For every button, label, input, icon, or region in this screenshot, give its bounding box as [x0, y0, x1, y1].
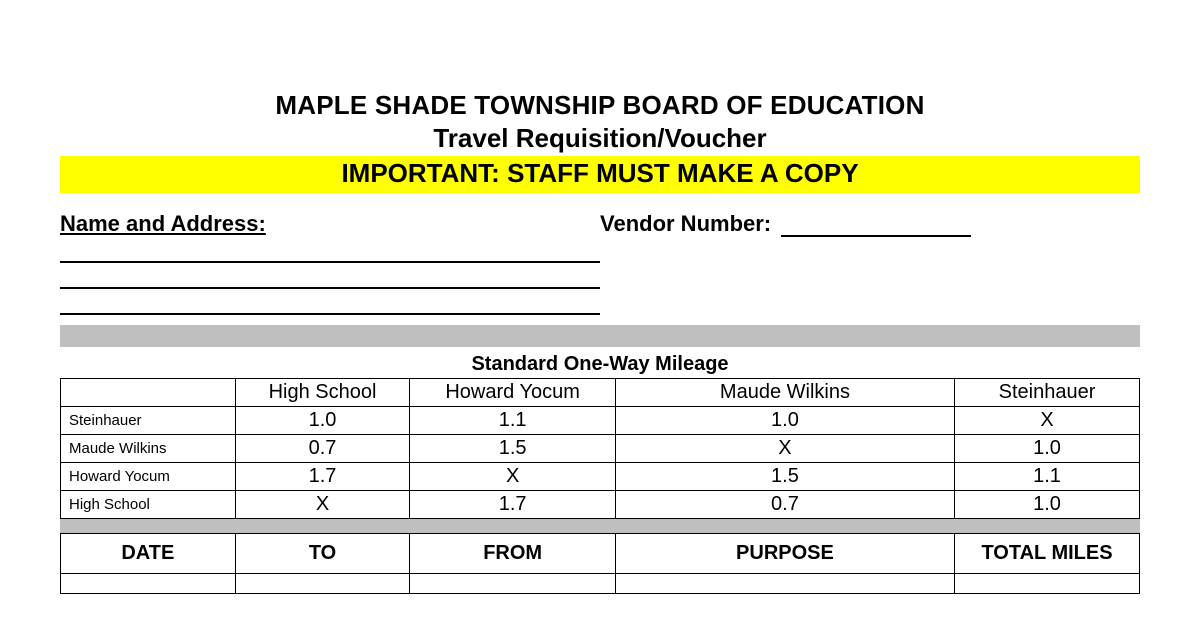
log-header-row: DATE TO FROM PURPOSE TOTAL MILES: [61, 534, 1140, 574]
address-line-3[interactable]: [60, 289, 600, 315]
mileage-cell: 1.0: [955, 435, 1140, 463]
mileage-rowlabel: Steinhauer: [61, 407, 236, 435]
log-col-to: TO: [235, 534, 410, 574]
mileage-cell: X: [955, 407, 1140, 435]
mileage-cell: 1.0: [235, 407, 410, 435]
important-banner: IMPORTANT: STAFF MUST MAKE A COPY: [60, 156, 1140, 193]
document-page: MAPLE SHADE TOWNSHIP BOARD OF EDUCATION …: [0, 0, 1200, 594]
vendor-block: Vendor Number:: [600, 211, 971, 237]
form-title: Travel Requisition/Voucher: [60, 123, 1140, 154]
mileage-cell: X: [615, 435, 954, 463]
log-cell-from[interactable]: [410, 574, 616, 594]
mileage-cell: 0.7: [615, 491, 954, 519]
mileage-col-high-school: High School: [235, 379, 410, 407]
mileage-rowlabel: High School: [61, 491, 236, 519]
mileage-table-title: Standard One-Way Mileage: [60, 353, 1140, 376]
org-title: MAPLE SHADE TOWNSHIP BOARD OF EDUCATION: [60, 90, 1140, 121]
log-cell-to[interactable]: [235, 574, 410, 594]
mileage-col-steinhauer: Steinhauer: [955, 379, 1140, 407]
mileage-col-maude-wilkins: Maude Wilkins: [615, 379, 954, 407]
heading-block: MAPLE SHADE TOWNSHIP BOARD OF EDUCATION …: [60, 90, 1140, 193]
log-col-date: DATE: [61, 534, 236, 574]
vendor-number-input-line[interactable]: [781, 217, 971, 237]
mileage-row-high-school: High School X 1.7 0.7 1.0: [61, 491, 1140, 519]
address-line-2[interactable]: [60, 263, 600, 289]
log-col-total-miles: TOTAL MILES: [955, 534, 1140, 574]
name-address-label: Name and Address:: [60, 211, 600, 237]
mileage-cell: 1.5: [615, 463, 954, 491]
mileage-cell: 0.7: [235, 435, 410, 463]
mileage-table: High School Howard Yocum Maude Wilkins S…: [60, 378, 1140, 519]
address-lines: [60, 237, 600, 315]
mileage-cell: 1.7: [410, 491, 616, 519]
mileage-cell: 1.0: [615, 407, 954, 435]
mileage-cell: X: [235, 491, 410, 519]
mileage-cell: 1.0: [955, 491, 1140, 519]
mileage-cell: 1.5: [410, 435, 616, 463]
vendor-number-label: Vendor Number:: [600, 211, 771, 237]
mileage-cell: 1.7: [235, 463, 410, 491]
log-cell-date[interactable]: [61, 574, 236, 594]
mileage-header-row: High School Howard Yocum Maude Wilkins S…: [61, 379, 1140, 407]
mileage-row-steinhauer: Steinhauer 1.0 1.1 1.0 X: [61, 407, 1140, 435]
log-cell-miles[interactable]: [955, 574, 1140, 594]
mileage-corner-cell: [61, 379, 236, 407]
mileage-cell: 1.1: [955, 463, 1140, 491]
mileage-rowlabel: Maude Wilkins: [61, 435, 236, 463]
address-line-1[interactable]: [60, 237, 600, 263]
log-entry-row: [61, 574, 1140, 594]
separator-bar-1: [60, 325, 1140, 347]
log-col-from: FROM: [410, 534, 616, 574]
log-cell-purpose[interactable]: [615, 574, 954, 594]
separator-bar-2: [60, 519, 1140, 533]
mileage-row-howard-yocum: Howard Yocum 1.7 X 1.5 1.1: [61, 463, 1140, 491]
travel-log-table: DATE TO FROM PURPOSE TOTAL MILES: [60, 533, 1140, 594]
log-col-purpose: PURPOSE: [615, 534, 954, 574]
mileage-col-howard-yocum: Howard Yocum: [410, 379, 616, 407]
name-vendor-row: Name and Address: Vendor Number:: [60, 211, 1140, 237]
mileage-cell: X: [410, 463, 616, 491]
mileage-cell: 1.1: [410, 407, 616, 435]
mileage-rowlabel: Howard Yocum: [61, 463, 236, 491]
mileage-row-maude-wilkins: Maude Wilkins 0.7 1.5 X 1.0: [61, 435, 1140, 463]
